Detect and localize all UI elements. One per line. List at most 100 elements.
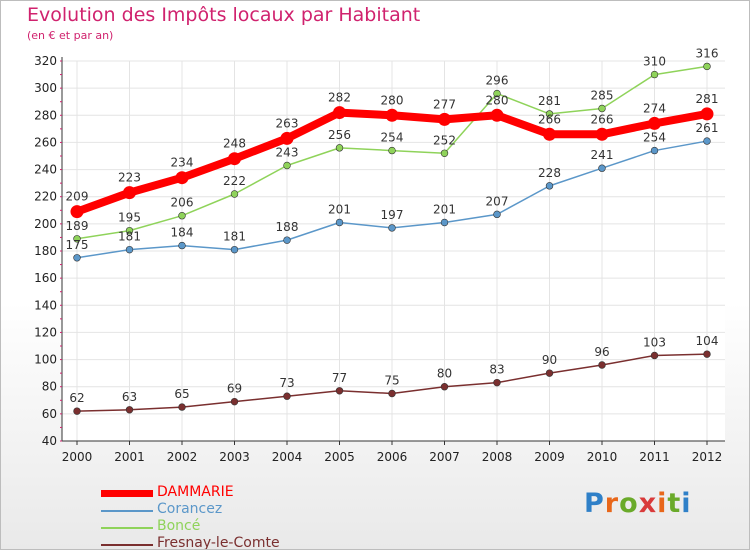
data-label-0: 248: [223, 137, 246, 151]
legend-swatch-dammarie: [101, 490, 153, 497]
data-label-2: 222: [223, 174, 246, 188]
data-point-3: [598, 361, 606, 369]
x-tick-label: 2001: [114, 450, 145, 464]
data-point-1: [545, 182, 554, 190]
y-tick-label: 240: [34, 163, 57, 177]
data-label-0: 266: [591, 112, 614, 126]
data-label-1: 181: [223, 230, 246, 244]
y-tick-label: 40: [42, 434, 57, 448]
brand-letter: x: [638, 488, 658, 519]
y-tick-label: 120: [34, 325, 57, 339]
x-tick-label: 2006: [377, 450, 408, 464]
data-point-0: [228, 152, 241, 166]
data-label-2: 310: [643, 55, 666, 69]
data-point-1: [230, 245, 239, 254]
data-point-1: [440, 218, 449, 227]
data-point-2: [73, 235, 81, 243]
data-point-3: [73, 407, 81, 415]
data-point-0: [700, 107, 714, 121]
data-point-1: [125, 245, 134, 254]
data-point-0: [123, 186, 136, 200]
data-label-2: 296: [486, 74, 509, 88]
y-tick-label: 260: [34, 135, 57, 149]
data-label-0: 263: [276, 116, 299, 130]
data-label-3: 65: [174, 387, 189, 401]
data-label-2: 254: [381, 131, 404, 145]
data-label-2: 189: [66, 219, 89, 233]
data-label-3: 103: [643, 336, 666, 350]
y-tick-label: 180: [34, 244, 57, 258]
x-tick-label: 2008: [482, 450, 513, 464]
y-tick-label: 280: [34, 108, 57, 122]
data-label-0: 234: [171, 156, 194, 170]
data-point-1: [703, 137, 711, 145]
legend-swatch-corancez: [101, 510, 153, 512]
legend-item-fresnay: Fresnay-le-Comte: [101, 535, 341, 549]
data-label-1: 197: [381, 208, 404, 222]
data-point-2: [335, 144, 344, 152]
legend: DAMMARIE Corancez Boncé Fresnay-le-Comte: [101, 484, 341, 549]
data-point-3: [125, 406, 134, 414]
data-point-0: [333, 106, 346, 120]
legend-item-bonce: Boncé: [101, 518, 341, 536]
data-point-2: [440, 149, 449, 157]
data-point-3: [230, 397, 239, 406]
data-point-2: [703, 62, 711, 71]
legend-label-bonce: Boncé: [157, 518, 201, 534]
data-point-1: [335, 218, 344, 227]
data-point-1: [493, 210, 501, 219]
data-point-3: [545, 369, 554, 377]
data-point-2: [283, 161, 291, 170]
y-tick-label: 220: [34, 190, 57, 204]
data-label-1: 201: [433, 203, 456, 217]
data-label-0: 281: [696, 92, 719, 106]
data-point-3: [703, 350, 711, 358]
brand-letter: r: [604, 488, 620, 519]
data-point-1: [73, 254, 81, 262]
data-label-3: 96: [594, 345, 609, 359]
x-tick-label: 2000: [62, 450, 93, 464]
brand-letter: P: [584, 488, 605, 519]
data-point-0: [438, 112, 451, 126]
x-tick-label: 2005: [324, 450, 355, 464]
data-label-2: 252: [433, 133, 456, 147]
x-tick-label: 2007: [429, 450, 460, 464]
data-label-1: 228: [538, 166, 561, 180]
data-point-1: [650, 146, 659, 155]
brand-letter: i: [657, 488, 668, 519]
data-label-1: 181: [118, 230, 141, 244]
data-point-2: [388, 146, 396, 155]
x-tick-label: 2003: [219, 450, 250, 464]
data-label-3: 104: [696, 334, 719, 348]
data-label-1: 188: [276, 220, 299, 234]
data-point-2: [650, 70, 659, 79]
legend-swatch-bonce: [101, 527, 153, 529]
x-tick-label: 2004: [272, 450, 303, 464]
data-label-1: 175: [66, 238, 89, 252]
data-point-0: [648, 116, 661, 130]
chart-title: Evolution des Impôts locaux par Habitant: [27, 4, 421, 26]
data-label-3: 90: [542, 353, 557, 367]
data-label-0: 277: [433, 97, 456, 111]
y-tick-label: 60: [42, 407, 57, 421]
data-point-3: [388, 389, 396, 398]
brand-letter: o: [619, 488, 639, 519]
data-label-0: 280: [381, 93, 404, 107]
data-point-0: [70, 205, 84, 219]
data-label-0: 223: [118, 171, 141, 185]
data-label-0: 209: [66, 190, 89, 204]
data-point-3: [283, 392, 291, 400]
data-label-1: 241: [591, 148, 614, 162]
data-label-0: 274: [643, 101, 666, 115]
data-point-2: [545, 110, 554, 118]
data-point-2: [125, 226, 134, 235]
y-tick-label: 300: [34, 81, 57, 95]
data-label-0: 266: [538, 112, 561, 126]
data-label-3: 73: [279, 376, 294, 390]
data-point-1: [283, 236, 291, 244]
legend-swatch-fresnay: [101, 544, 153, 546]
brand-letter: i: [681, 488, 692, 519]
data-label-3: 75: [384, 374, 399, 388]
data-label-1: 254: [643, 131, 666, 145]
data-point-3: [440, 383, 449, 391]
